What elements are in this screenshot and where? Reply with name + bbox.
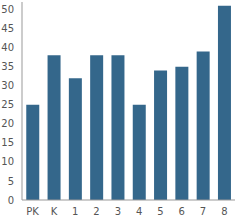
- svg-text:K: K: [51, 206, 58, 217]
- svg-text:20: 20: [8, 118, 14, 129]
- svg-text:40: 40: [8, 42, 14, 53]
- svg-text:1: 1: [72, 206, 78, 217]
- svg-text:50: 50: [8, 4, 14, 15]
- svg-text:4: 4: [136, 206, 142, 217]
- svg-text:6: 6: [179, 206, 185, 217]
- svg-text:2: 2: [93, 206, 99, 217]
- svg-text:5: 5: [8, 176, 14, 187]
- svg-text:5: 5: [157, 206, 163, 217]
- svg-text:8: 8: [221, 206, 227, 217]
- svg-text:3: 3: [115, 206, 121, 217]
- svg-text:45: 45: [8, 23, 14, 34]
- svg-text:35: 35: [8, 61, 14, 72]
- svg-text:0: 0: [8, 195, 14, 206]
- svg-text:15: 15: [8, 137, 14, 148]
- svg-text:30: 30: [8, 80, 14, 91]
- svg-text:25: 25: [8, 99, 14, 110]
- svg-text:10: 10: [8, 156, 14, 167]
- svg-text:7: 7: [200, 206, 206, 217]
- svg-text:PK: PK: [26, 206, 39, 217]
